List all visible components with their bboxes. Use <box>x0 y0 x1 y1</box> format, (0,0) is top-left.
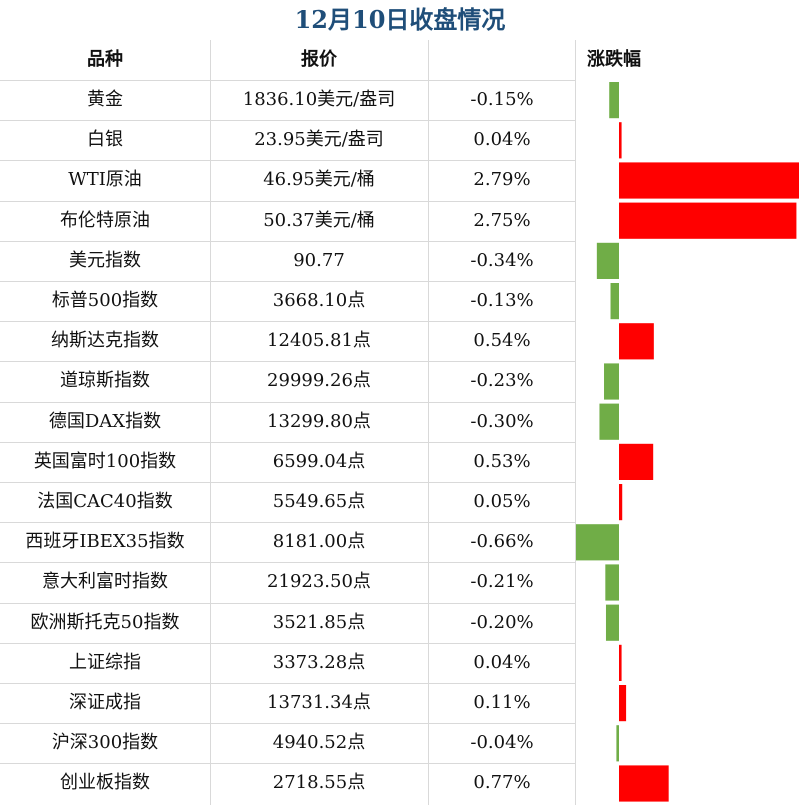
table-row: 法国CAC40指数 5549.65点 0.05% <box>0 482 800 522</box>
change-cell: 2.79% <box>473 169 531 191</box>
row-divider <box>0 160 575 162</box>
change-cell: -0.04% <box>470 732 534 754</box>
price-cell: 46.95美元/桶 <box>263 169 375 191</box>
change-cell: 0.04% <box>473 651 531 673</box>
change-cell: -0.21% <box>470 571 534 593</box>
row-divider <box>0 602 575 604</box>
name-cell: 布伦特原油 <box>60 209 150 231</box>
price-cell: 1836.10美元/盎司 <box>242 89 396 110</box>
table-row: WTI原油 46.95美元/桶 2.79% <box>0 160 800 200</box>
column-divider <box>210 40 211 805</box>
price-cell: 2718.55点 <box>272 772 366 794</box>
row-divider <box>0 562 575 564</box>
row-divider <box>0 321 575 323</box>
change-cell: -0.30% <box>470 410 534 432</box>
table-row: 黄金 1836.10美元/盎司 -0.15% <box>0 80 800 120</box>
header-price: 报价 <box>301 49 337 70</box>
price-cell: 4940.52点 <box>272 732 366 754</box>
change-cell: 2.75% <box>473 209 531 231</box>
price-cell: 3668.10点 <box>272 290 366 311</box>
row-divider <box>0 642 575 644</box>
table-row: 创业板指数 2718.55点 0.77% <box>0 763 800 803</box>
table-row: 意大利富时指数 21923.50点 -0.21% <box>0 562 800 602</box>
row-divider <box>0 200 575 202</box>
table-row: 布伦特原油 50.37美元/桶 2.75% <box>0 201 800 241</box>
name-cell: 法国CAC40指数 <box>37 491 173 512</box>
name-cell: 德国DAX指数 <box>48 410 162 432</box>
table-row: 上证综指 3373.28点 0.04% <box>0 643 800 683</box>
name-cell: 标普500指数 <box>51 290 159 311</box>
change-cell: 0.04% <box>473 129 531 151</box>
row-divider <box>0 401 575 403</box>
price-cell: 29999.26点 <box>267 370 371 392</box>
name-cell: 英国富时100指数 <box>33 450 177 472</box>
row-divider <box>0 683 575 684</box>
change-cell: 0.77% <box>473 772 531 794</box>
table-row: 英国富时100指数 6599.04点 0.53% <box>0 442 800 482</box>
name-cell: 黄金 <box>87 89 123 110</box>
price-cell: 8181.00点 <box>272 531 366 553</box>
table-row: 美元指数 90.77 -0.34% <box>0 241 800 281</box>
table-row: 欧洲斯托克50指数 3521.85点 -0.20% <box>0 603 800 643</box>
column-divider <box>575 40 576 805</box>
name-cell: 创业板指数 <box>60 772 150 794</box>
price-cell: 6599.04点 <box>272 450 366 472</box>
row-divider <box>0 723 575 725</box>
name-cell: 美元指数 <box>69 249 141 271</box>
change-cell: -0.66% <box>470 531 534 553</box>
quote-table: 品种 报价 涨跌幅 黄金 1836.10美元/盎司 -0.15% 白银 23.95美元/… <box>0 40 800 805</box>
change-cell: 0.11% <box>473 692 531 713</box>
change-cell: -0.20% <box>470 611 534 633</box>
name-cell: 沪深300指数 <box>51 732 159 754</box>
price-cell: 13731.34点 <box>267 692 371 713</box>
price-cell: 12405.81点 <box>267 330 371 352</box>
name-cell: 白银 <box>87 129 123 151</box>
table-row: 标普500指数 3668.10点 -0.13% <box>0 281 800 321</box>
row-divider <box>0 361 575 363</box>
table-row: 西班牙IBEX35指数 8181.00点 -0.66% <box>0 522 800 562</box>
table-row: 纳斯达克指数 12405.81点 0.54% <box>0 321 800 361</box>
change-cell: -0.34% <box>470 249 534 271</box>
price-cell: 13299.80点 <box>267 410 371 432</box>
page-title: 12月10日收盘情况 <box>294 5 506 34</box>
name-cell: 意大利富时指数 <box>42 571 168 593</box>
price-cell: 21923.50点 <box>267 571 371 593</box>
change-cell: 0.54% <box>473 330 531 352</box>
name-cell: 欧洲斯托克50指数 <box>30 611 180 633</box>
price-cell: 90.77 <box>293 249 345 271</box>
table-row: 深证成指 13731.34点 0.11% <box>0 683 800 723</box>
row-divider <box>0 482 575 483</box>
change-cell: 0.53% <box>473 450 531 472</box>
price-cell: 3521.85点 <box>272 611 366 633</box>
table-row: 白银 23.95美元/盎司 0.04% <box>0 120 800 160</box>
price-cell: 5549.65点 <box>272 491 366 512</box>
name-cell: 上证综指 <box>69 651 141 673</box>
name-cell: 西班牙IBEX35指数 <box>25 531 185 553</box>
name-cell: 道琼斯指数 <box>60 370 150 392</box>
name-cell: 深证成指 <box>69 692 141 713</box>
row-divider <box>0 120 575 122</box>
header-change: 涨跌幅 <box>587 49 641 70</box>
row-divider <box>0 441 575 443</box>
name-cell: WTI原油 <box>68 169 142 191</box>
row-divider <box>0 763 575 765</box>
change-cell: 0.05% <box>473 491 531 512</box>
change-cell: -0.15% <box>470 89 534 110</box>
price-cell: 3373.28点 <box>272 651 366 673</box>
price-cell: 23.95美元/盎司 <box>254 129 384 151</box>
header-name: 品种 <box>87 49 123 70</box>
change-cell: -0.13% <box>470 290 534 311</box>
row-divider <box>0 80 575 81</box>
name-cell: 纳斯达克指数 <box>51 330 159 352</box>
row-divider <box>0 281 575 282</box>
price-cell: 50.37美元/桶 <box>263 209 375 231</box>
change-cell: -0.23% <box>470 370 534 392</box>
table-row: 沪深300指数 4940.52点 -0.04% <box>0 723 800 763</box>
column-divider <box>428 40 429 805</box>
table-row: 道琼斯指数 29999.26点 -0.23% <box>0 361 800 401</box>
table-row: 德国DAX指数 13299.80点 -0.30% <box>0 402 800 442</box>
row-divider <box>0 522 575 524</box>
row-divider <box>0 240 575 242</box>
